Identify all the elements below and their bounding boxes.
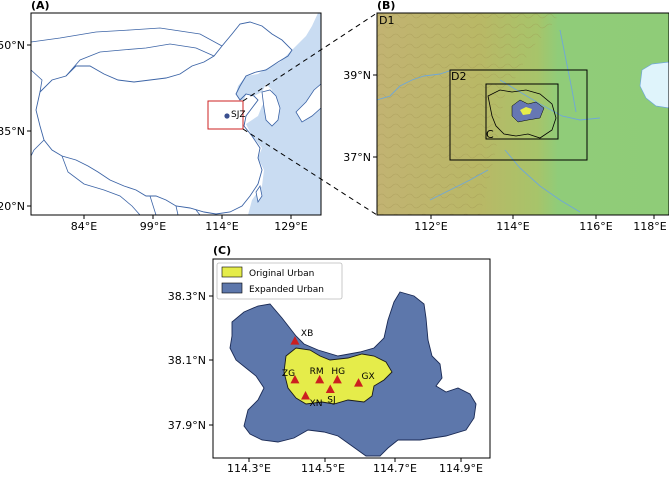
panel-b-ticks xyxy=(373,74,655,219)
sjz-label: SJZ xyxy=(231,110,246,120)
city-boundary-small xyxy=(487,89,557,139)
original-urban-small xyxy=(520,107,532,115)
mountain-texture xyxy=(377,13,560,215)
station-markers: XB ZG RM HG GX XN SJ xyxy=(282,329,375,409)
legend-label-original: Original Urban xyxy=(249,269,314,279)
russia-border xyxy=(31,27,223,47)
panel-a-lon-tick: 129°E xyxy=(274,220,307,233)
panel-a-map: (A) SJZ 50°N xyxy=(0,0,322,233)
legend: Original Urban Expanded Urban xyxy=(216,262,343,300)
panel-b-frame xyxy=(376,12,669,216)
south-borders xyxy=(31,139,201,215)
rivers xyxy=(377,29,601,213)
bohai-sea xyxy=(639,61,669,109)
panel-a-lon-tick: 114°E xyxy=(205,220,238,233)
kazakh-border xyxy=(31,69,43,93)
panel-a-lat-tick: 50°N xyxy=(0,39,25,52)
china-outline xyxy=(35,21,293,215)
legend-label-expanded: Expanded Urban xyxy=(249,285,324,295)
mongolia-outline xyxy=(65,43,215,77)
legend-swatch-original xyxy=(221,266,243,278)
panel-b-lon-tick: 118°E xyxy=(633,220,666,233)
panel-c-frame xyxy=(212,258,491,459)
panel-c-lat-tick: 38.3°N xyxy=(168,290,206,303)
station-label-hg: HG xyxy=(331,367,345,377)
taiwan-land xyxy=(255,184,263,204)
panel-b-label: (B) xyxy=(377,0,395,12)
sjz-marker xyxy=(224,113,230,119)
panel-a-lon-tick: 99°E xyxy=(140,220,166,233)
domain-d2-label: D2 xyxy=(451,70,466,83)
domain-d2-box xyxy=(449,69,588,161)
panel-a-lat-tick: 20°N xyxy=(0,200,25,213)
panel-a-lon-tick: 84°E xyxy=(71,220,97,233)
station-marker-sj xyxy=(325,384,335,394)
panel-c-lon-tick: 114.5°E xyxy=(301,462,345,474)
domain-c-label: C xyxy=(486,128,494,141)
station-label-gx: GX xyxy=(362,372,375,382)
station-label-xb: XB xyxy=(301,329,313,339)
station-marker-zg xyxy=(290,374,300,384)
panel-a-frame xyxy=(30,12,322,216)
station-marker-rm xyxy=(315,374,325,384)
panel-a-ticks xyxy=(27,44,292,219)
domain-c-box xyxy=(485,83,559,140)
station-marker-xn xyxy=(301,390,311,400)
panel-c-map: (C) Original Urban Expanded Urban XB ZG RM… xyxy=(168,244,491,475)
panel-b-map: (B) D1 D2 C xyxy=(343,0,669,233)
station-marker-gx xyxy=(354,378,364,387)
panel-c-lon-tick: 114.7°E xyxy=(373,462,417,474)
korea-land xyxy=(261,89,281,127)
panel-a-label: (A) xyxy=(31,0,50,12)
station-marker-hg xyxy=(332,374,342,384)
panel-c-lon-tick: 114.3°E xyxy=(227,462,271,474)
station-label-rm: RM xyxy=(310,367,324,377)
japan-land xyxy=(295,83,321,123)
original-urban-area xyxy=(283,347,393,405)
panel-a-lat-tick: 35°N xyxy=(0,125,25,138)
legend-swatch-expanded xyxy=(221,282,243,294)
station-label-zg: ZG xyxy=(282,369,295,379)
panel-b-lat-tick: 37°N xyxy=(343,151,371,164)
station-marker-xb xyxy=(290,336,300,345)
panel-c-lat-tick: 38.1°N xyxy=(168,354,206,367)
panel-b-lon-tick: 116°E xyxy=(579,220,612,233)
domain-d1-label: D1 xyxy=(379,14,394,27)
station-label-sj: SJ xyxy=(327,396,335,406)
panel-c-ticks xyxy=(209,295,462,462)
panel-b-lon-tick: 112°E xyxy=(414,220,447,233)
panel-b-lat-tick: 39°N xyxy=(343,69,371,82)
panel-c-lat-tick: 37.9°N xyxy=(168,419,206,432)
study-area-box xyxy=(207,100,244,130)
panel-b-lon-tick: 114°E xyxy=(496,220,529,233)
panel-c-lon-tick: 114.9°E xyxy=(439,462,483,474)
panel-c-label: (C) xyxy=(213,244,231,257)
station-label-xn: XN xyxy=(310,399,323,409)
